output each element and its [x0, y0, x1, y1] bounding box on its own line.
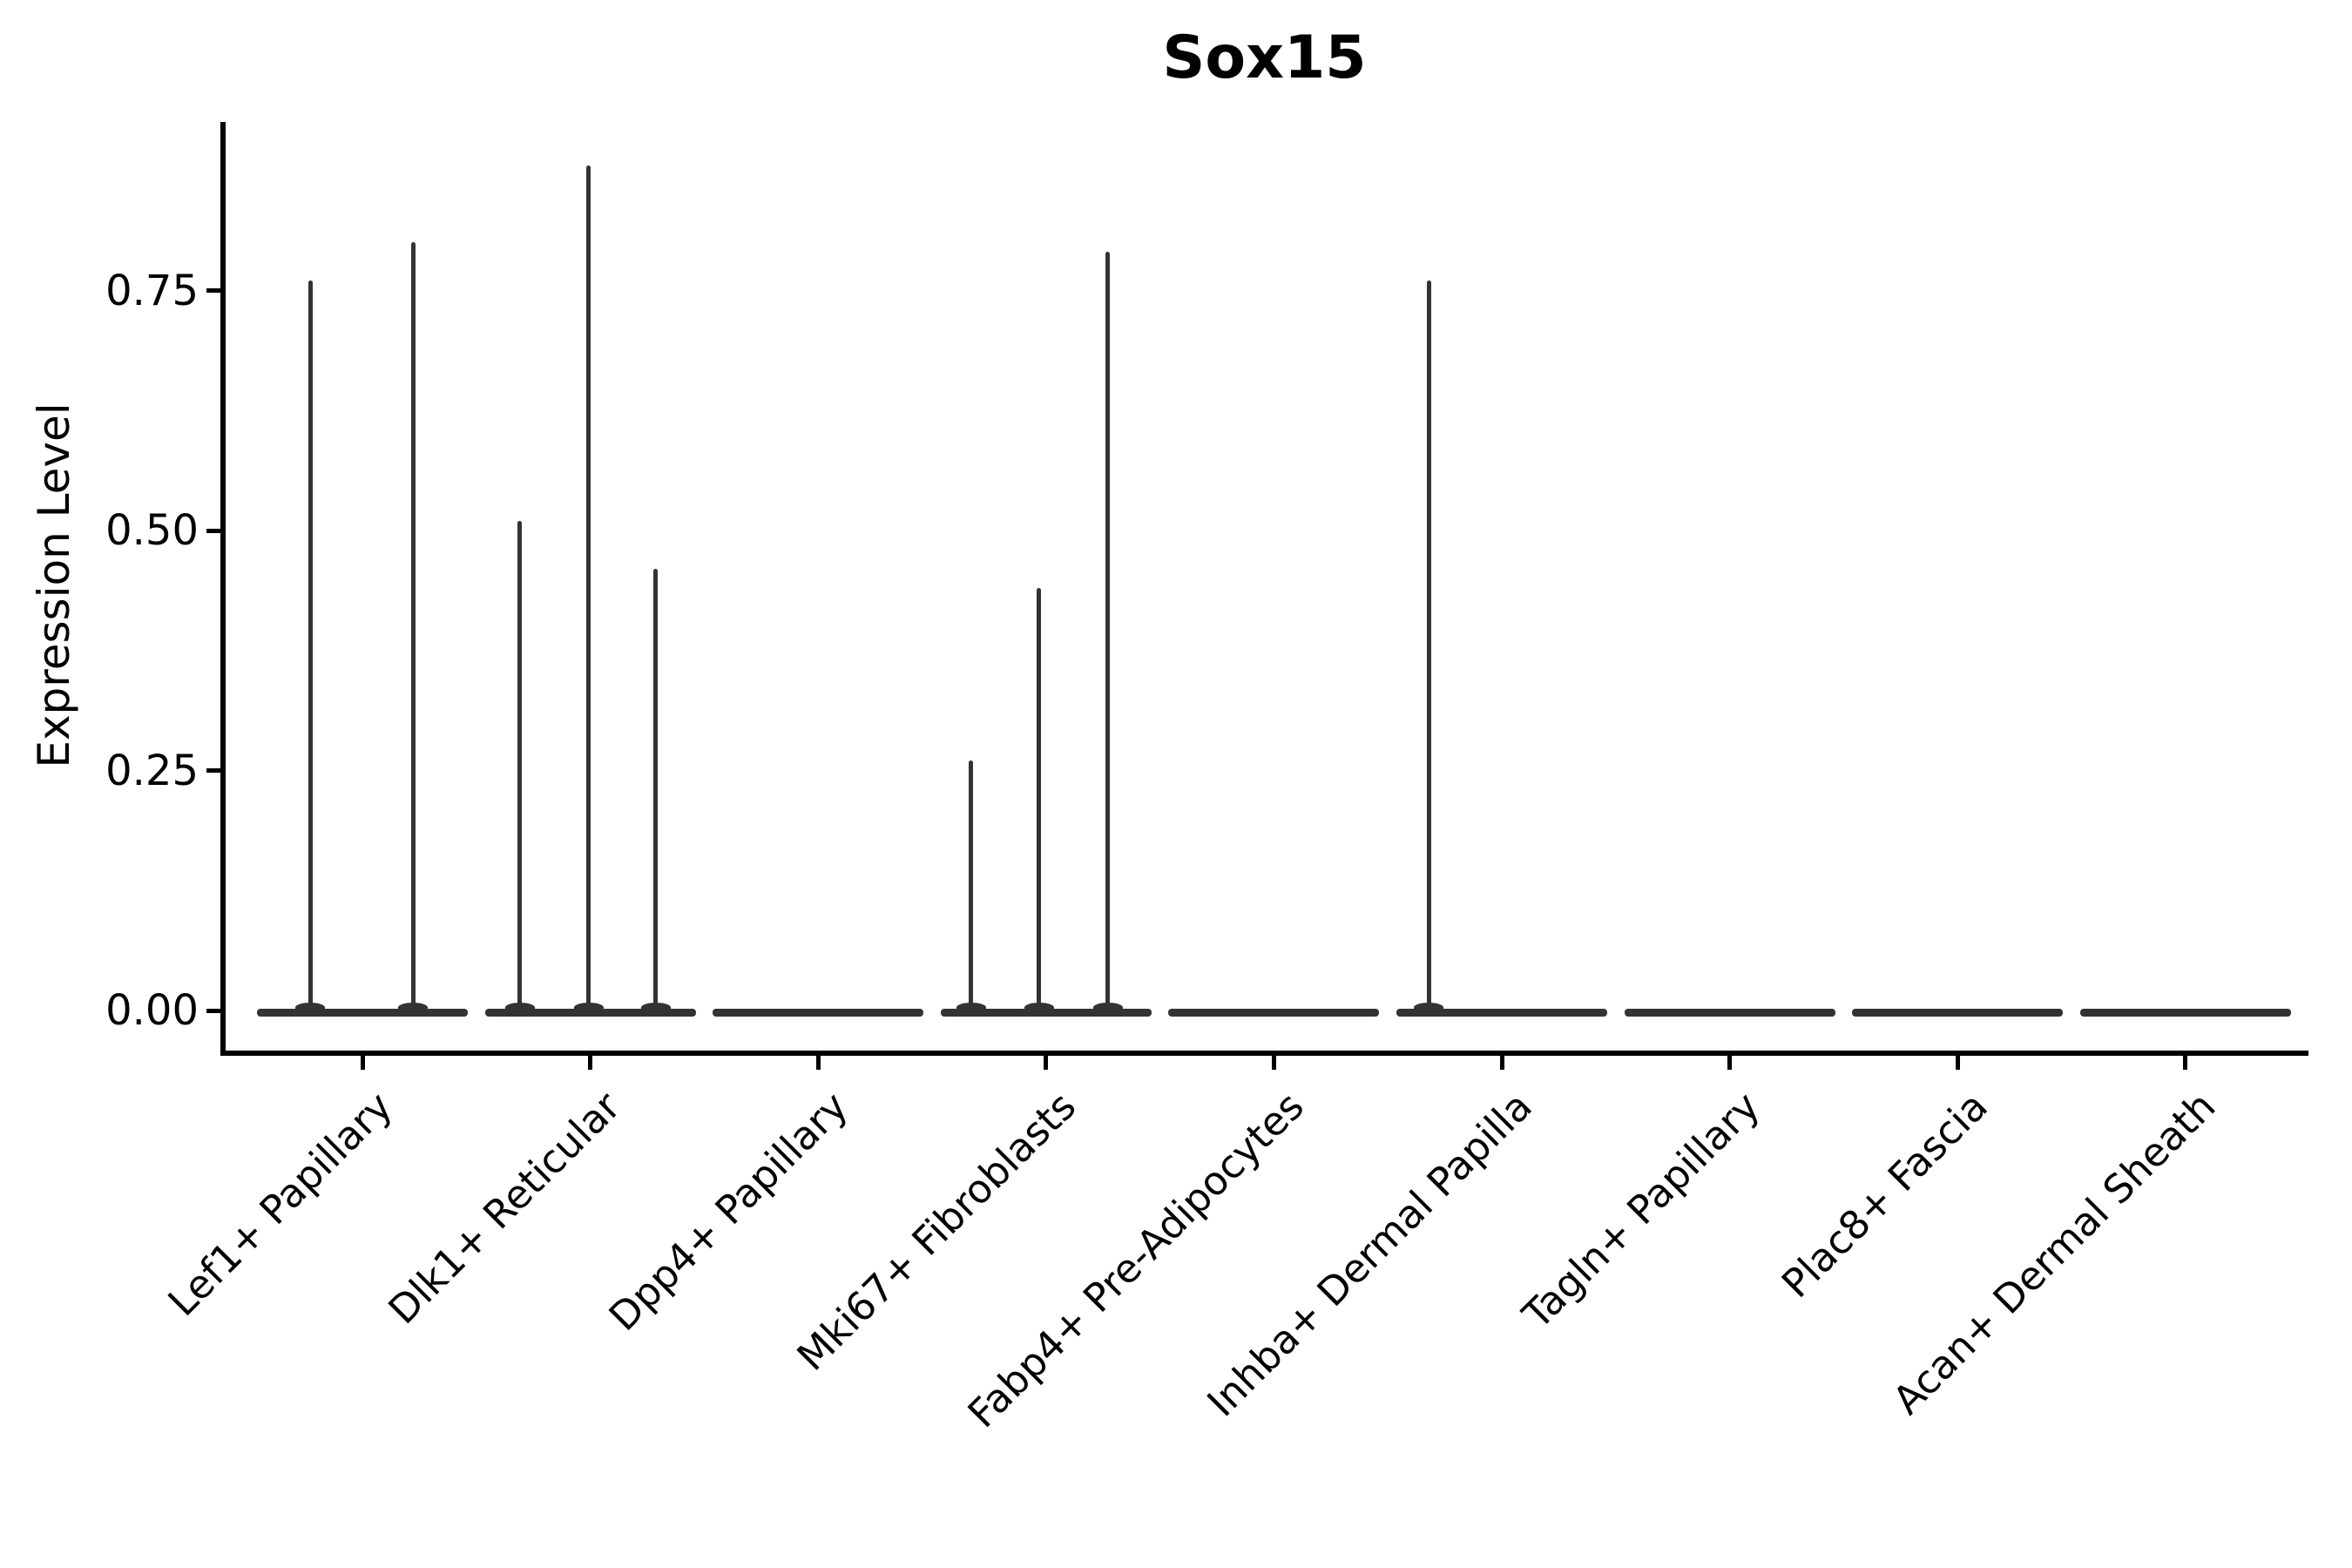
y-axis-tick: [206, 768, 220, 773]
violin-base: [257, 1008, 468, 1017]
x-axis-tick: [1727, 1056, 1733, 1070]
violin-base: [940, 1008, 1152, 1017]
y-tick-label: 0.00: [105, 986, 199, 1035]
y-axis-spine: [220, 122, 226, 1056]
x-tick-label: Dpp4+ Papillary: [600, 1083, 857, 1340]
violin-base: [1168, 1008, 1380, 1017]
x-tick-label: Tagln+ Papillary: [1513, 1083, 1769, 1338]
violin-base: [1852, 1008, 2064, 1017]
violin-spike: [586, 166, 591, 1017]
violin-spike: [1037, 588, 1042, 1017]
y-tick-label: 0.75: [105, 266, 199, 315]
violin-base: [713, 1008, 924, 1017]
x-tick-label: Lef1+ Papillary: [159, 1083, 402, 1326]
violin-spike: [308, 280, 313, 1017]
violin-spike: [517, 520, 523, 1017]
y-axis-tick: [206, 528, 220, 533]
x-tick-label: Plac8+ Fascia: [1773, 1083, 1997, 1307]
violin-base: [1624, 1008, 1835, 1017]
y-tick-label: 0.50: [105, 506, 199, 555]
y-axis-label: Expression Level: [29, 402, 79, 768]
x-axis-tick: [1499, 1056, 1504, 1070]
y-axis-tick: [206, 1008, 220, 1013]
x-axis-tick: [588, 1056, 593, 1070]
violin-spike: [1105, 252, 1111, 1017]
violin-base: [1396, 1008, 1607, 1017]
violin-spike: [653, 569, 659, 1017]
x-axis-spine: [220, 1051, 2308, 1056]
plot-title: Sox15: [1162, 24, 1367, 92]
x-axis-tick: [1955, 1056, 1960, 1070]
y-axis-tick: [206, 288, 220, 293]
x-axis-tick: [815, 1056, 821, 1070]
x-axis-tick: [1271, 1056, 1276, 1070]
x-axis-tick: [2183, 1056, 2188, 1070]
violin-spike: [410, 242, 416, 1017]
x-tick-label: Dlk1+ Reticular: [379, 1083, 630, 1334]
violin-base: [2079, 1008, 2291, 1017]
x-axis-tick: [1044, 1056, 1049, 1070]
x-axis-tick: [360, 1056, 365, 1070]
violin-spike: [1426, 280, 1431, 1017]
y-tick-label: 0.25: [105, 746, 199, 795]
violin-spike: [969, 760, 974, 1017]
